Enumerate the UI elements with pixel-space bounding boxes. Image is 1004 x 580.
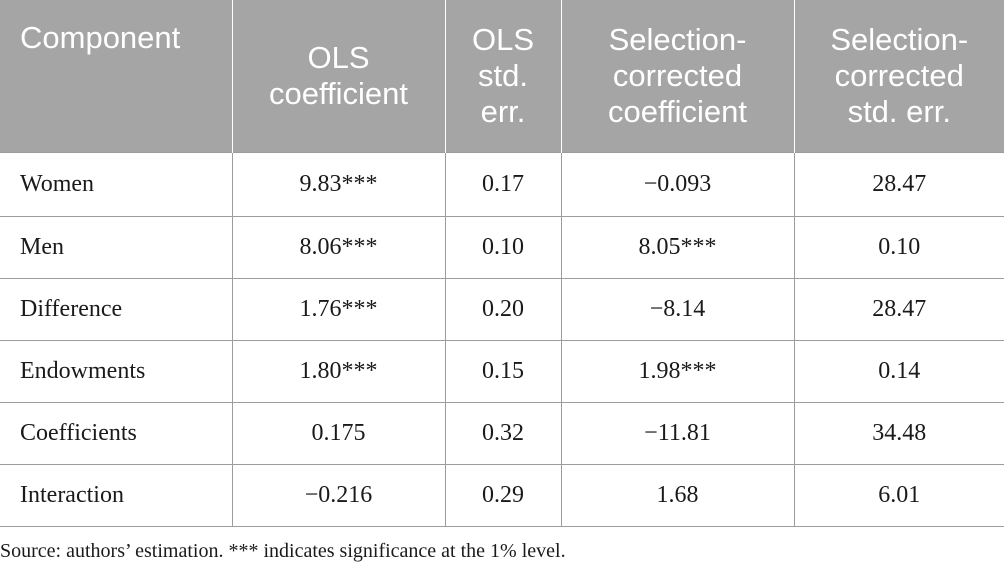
selection-coefficient-cell: 1.98***: [560, 339, 795, 403]
row-label: Endowments: [0, 339, 233, 403]
selection-coefficient-cell: −11.81: [560, 401, 795, 465]
row-label: Men: [0, 215, 233, 279]
row-label: Women: [0, 151, 233, 217]
ols-std-err-cell: 0.17: [444, 151, 562, 217]
ols-std-err-cell: 0.32: [444, 401, 562, 465]
ols-std-err-cell: 0.20: [444, 277, 562, 341]
table-body: Women 9.83*** 0.17 −0.093 28.47 Men 8.06…: [0, 151, 1004, 527]
selection-std-err-cell: 0.14: [793, 339, 1004, 403]
ols-std-err-cell: 0.29: [444, 463, 562, 527]
table-row: Coefficients 0.175 0.32 −11.81 34.48: [0, 401, 1004, 465]
decomposition-table: Component OLS coefficient OLS std. err. …: [0, 0, 1004, 527]
selection-std-err-cell: 0.10: [793, 215, 1004, 279]
header-selection-corrected-coefficient: Selection-corrected coefficient: [560, 0, 794, 152]
header-ols-coefficient: OLS coefficient: [231, 0, 445, 152]
selection-std-err-cell: 28.47: [793, 277, 1004, 341]
header-component: Component: [0, 0, 232, 152]
ols-coefficient-cell: 0.175: [231, 401, 446, 465]
ols-std-err-cell: 0.10: [444, 215, 562, 279]
table-row: Difference 1.76*** 0.20 −8.14 28.47: [0, 277, 1004, 341]
selection-std-err-cell: 6.01: [793, 463, 1004, 527]
ols-std-err-cell: 0.15: [444, 339, 562, 403]
ols-coefficient-cell: 1.76***: [231, 277, 446, 341]
row-label: Coefficients: [0, 401, 233, 465]
selection-coefficient-cell: 8.05***: [560, 215, 795, 279]
ols-coefficient-cell: −0.216: [231, 463, 446, 527]
table-row: Men 8.06*** 0.10 8.05*** 0.10: [0, 215, 1004, 279]
row-label: Interaction: [0, 463, 233, 527]
table-row: Interaction −0.216 0.29 1.68 6.01: [0, 463, 1004, 527]
table-row: Endowments 1.80*** 0.15 1.98*** 0.14: [0, 339, 1004, 403]
selection-coefficient-cell: −0.093: [560, 151, 795, 217]
table-footnote: Source: authors’ estimation. *** indicat…: [0, 540, 566, 562]
ols-coefficient-cell: 9.83***: [231, 151, 446, 217]
selection-std-err-cell: 34.48: [793, 401, 1004, 465]
header-ols-std-err: OLS std. err.: [444, 0, 561, 152]
table-header: Component OLS coefficient OLS std. err. …: [0, 0, 1004, 152]
selection-std-err-cell: 28.47: [793, 151, 1004, 217]
ols-coefficient-cell: 8.06***: [231, 215, 446, 279]
selection-coefficient-cell: −8.14: [560, 277, 795, 341]
header-row: Component OLS coefficient OLS std. err. …: [0, 0, 1004, 152]
row-label: Difference: [0, 277, 233, 341]
table-row: Women 9.83*** 0.17 −0.093 28.47: [0, 151, 1004, 217]
selection-coefficient-cell: 1.68: [560, 463, 795, 527]
header-selection-corrected-std-err: Selection-corrected std. err.: [793, 0, 1004, 152]
ols-coefficient-cell: 1.80***: [231, 339, 446, 403]
